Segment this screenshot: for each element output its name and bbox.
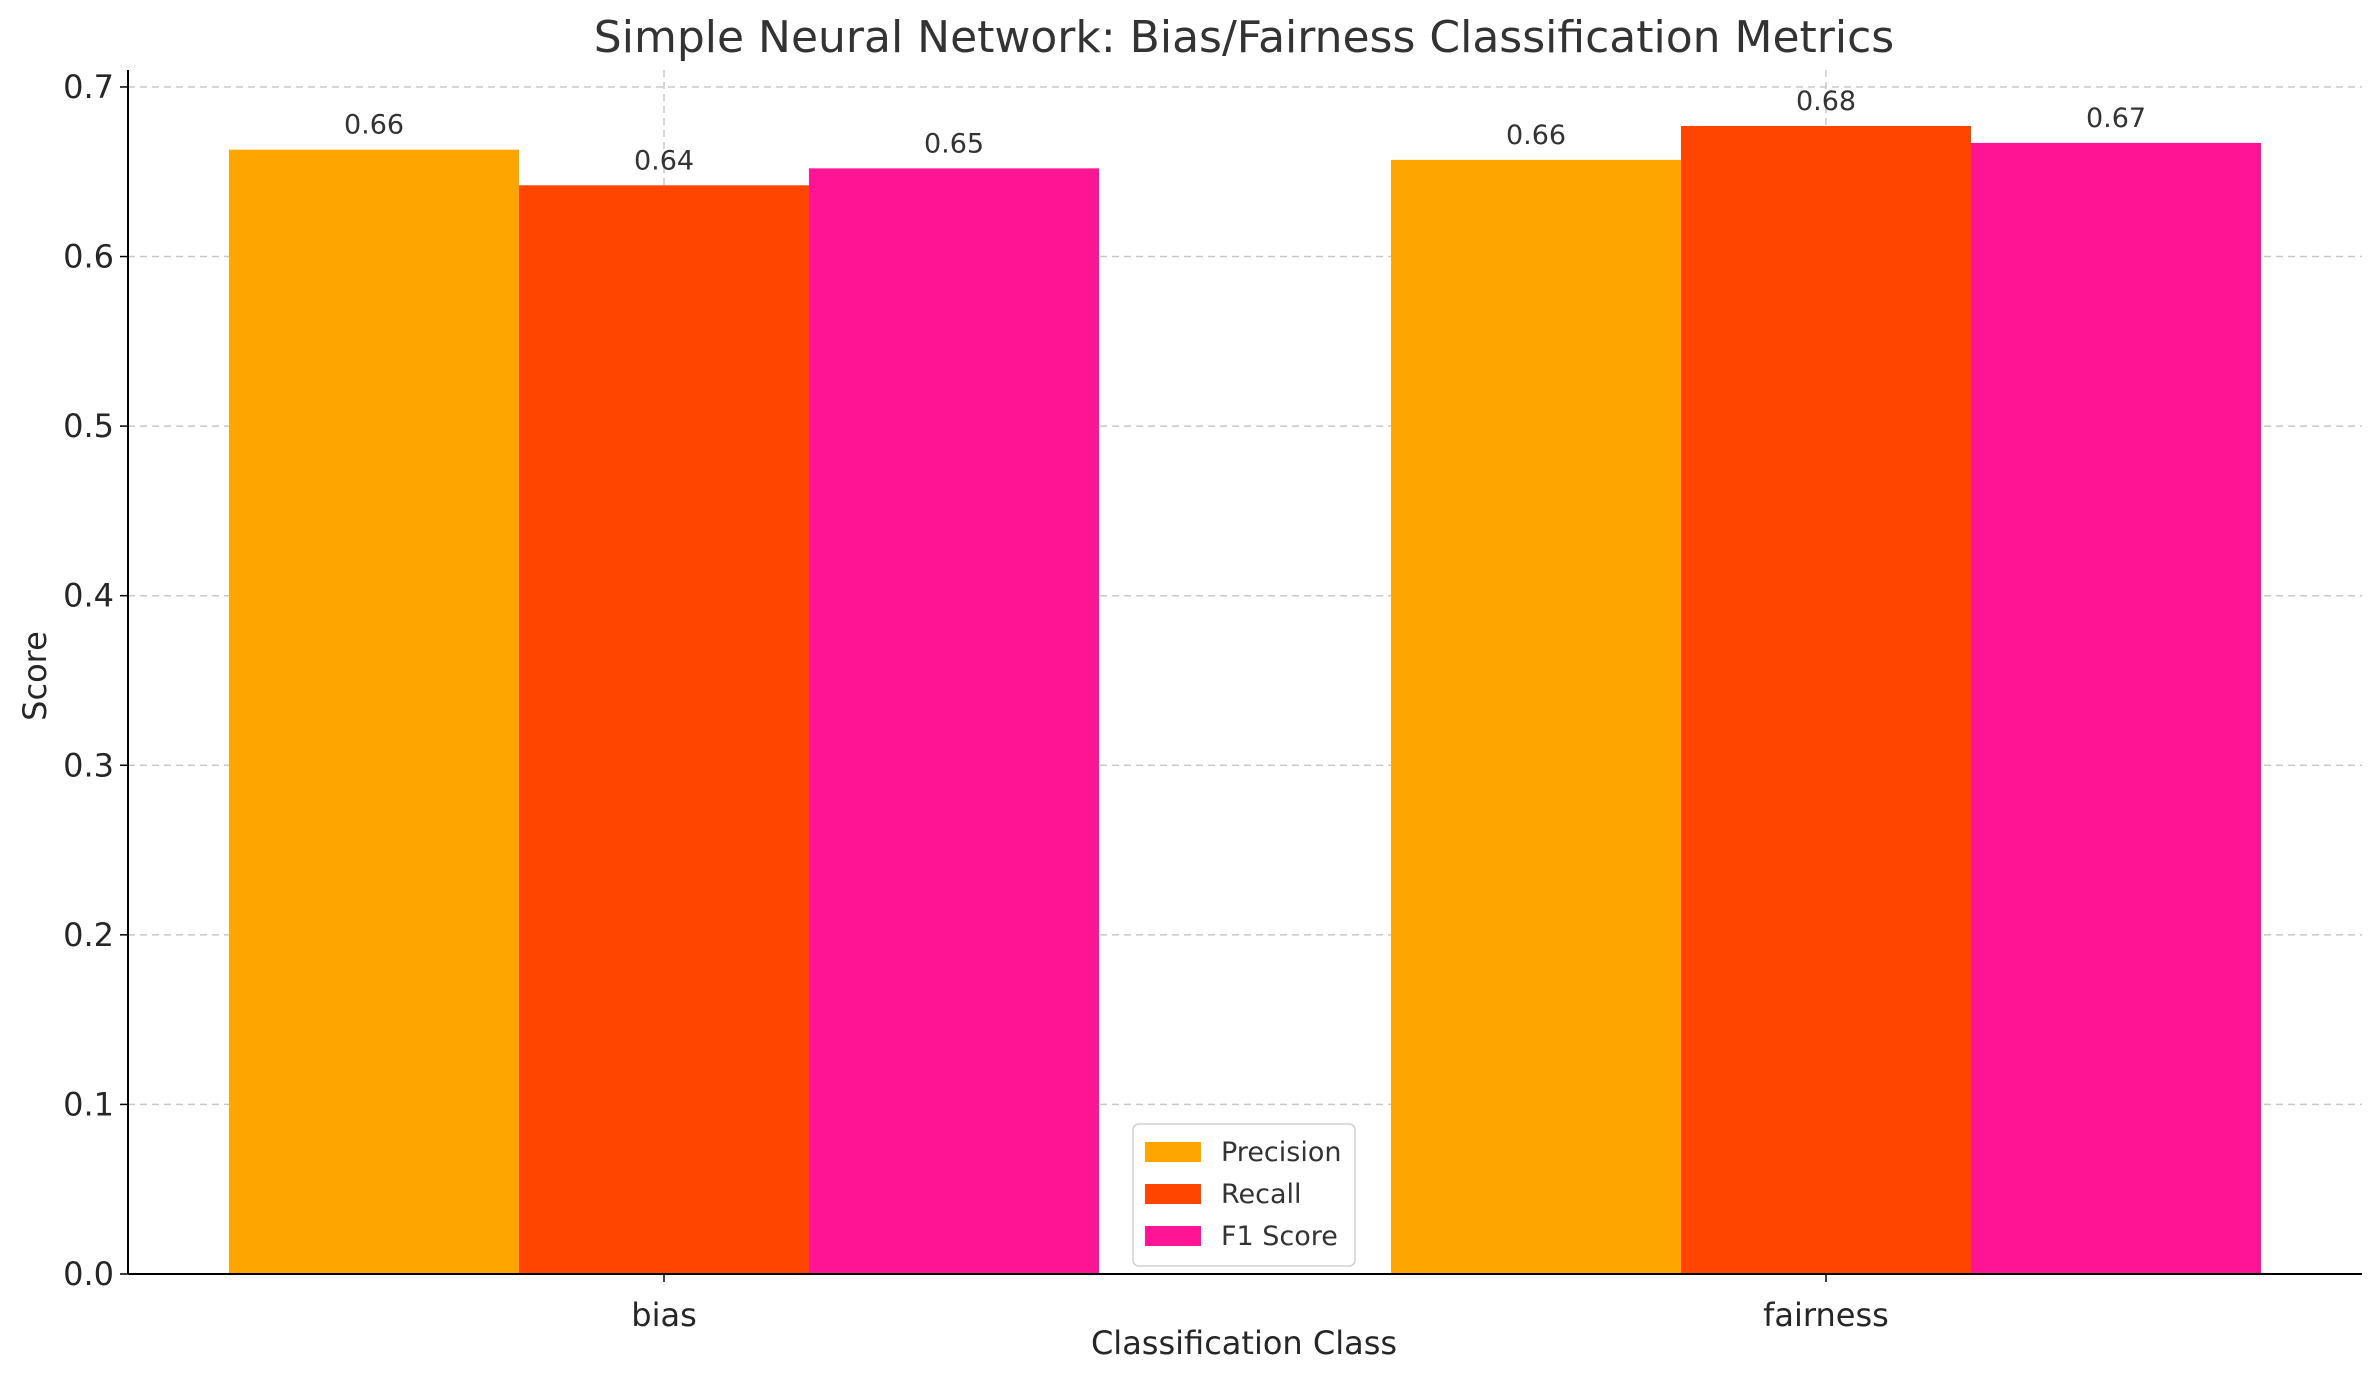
axes [120, 70, 2362, 1282]
y-tick-labels: 0.0 0.1 0.2 0.3 0.4 0.5 0.6 0.7 [63, 68, 114, 1293]
bar-fairness-f1-score [1971, 142, 2261, 1274]
value-label: 0.67 [2086, 103, 2146, 134]
value-label: 0.64 [634, 145, 694, 176]
legend-swatch [1145, 1184, 1201, 1204]
y-tick-label: 0.0 [63, 1255, 114, 1293]
value-label: 0.66 [1506, 120, 1566, 151]
value-label: 0.68 [1796, 86, 1856, 117]
legend-label: Recall [1221, 1179, 1302, 1210]
bar-bias-precision [229, 149, 519, 1274]
chart-title: Simple Neural Network: Bias/Fairness Cla… [594, 12, 1894, 63]
bar-bias-f1-score [809, 168, 1099, 1274]
bar-fairness-precision [1391, 159, 1681, 1274]
value-labels: 0.66 0.64 0.65 0.66 0.68 0.67 [344, 86, 2146, 176]
bar-fairness-recall [1681, 125, 1971, 1274]
legend-label: F1 Score [1221, 1221, 1338, 1252]
legend: Precision Recall F1 Score [1132, 1123, 1356, 1267]
y-tick-label: 0.1 [63, 1085, 114, 1123]
y-tick-label: 0.3 [63, 746, 114, 784]
bar-bias-recall [519, 185, 809, 1274]
y-tick-label: 0.5 [63, 407, 114, 445]
legend-swatch [1145, 1226, 1201, 1246]
y-tick-label: 0.2 [63, 916, 114, 954]
y-axis-title: Score [16, 631, 54, 721]
bars [229, 125, 2261, 1274]
y-tick-label: 0.6 [63, 238, 114, 276]
x-tick-label: fairness [1763, 1296, 1889, 1334]
x-tick-labels: bias fairness [631, 1296, 1889, 1334]
value-label: 0.66 [344, 110, 404, 141]
value-label: 0.65 [924, 128, 984, 159]
y-tick-label: 0.4 [63, 577, 114, 615]
x-axis-title: Classification Class [1091, 1324, 1397, 1362]
y-tick-label: 0.7 [63, 68, 114, 106]
legend-swatch [1145, 1142, 1201, 1162]
legend-label: Precision [1221, 1137, 1341, 1168]
x-tick-label: bias [631, 1296, 696, 1334]
